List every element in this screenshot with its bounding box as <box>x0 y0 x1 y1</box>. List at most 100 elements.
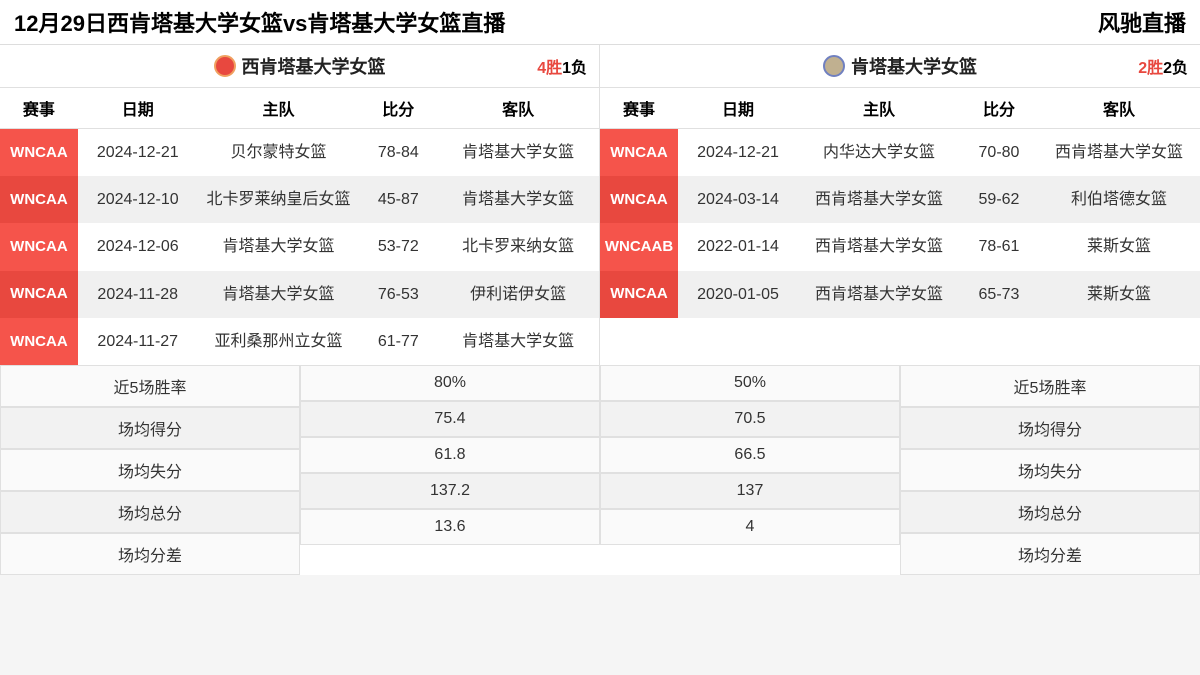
away-cell: 莱斯女篮 <box>1038 271 1200 318</box>
home-cell: 贝尔蒙特女篮 <box>198 129 360 177</box>
stats-cell: 场均总分 <box>0 491 300 533</box>
stats-cell: 场均分差 <box>0 533 300 575</box>
right-panel: 肯塔基大学女篮 2胜2负 赛事 日期 主队 比分 客队 WNCAA2024-12… <box>600 45 1200 365</box>
score-cell: 61-77 <box>359 318 437 365</box>
right-games-table: 赛事 日期 主队 比分 客队 WNCAA2024-12-21内华达大学女篮70-… <box>600 88 1200 318</box>
stats-cell: 137.2 <box>300 473 600 509</box>
away-cell: 利伯塔德女篮 <box>1038 176 1200 223</box>
date-cell: 2022-01-14 <box>678 223 798 270</box>
league-cell: WNCAA <box>0 176 78 223</box>
stats-cell: 70.5 <box>600 401 900 437</box>
home-cell: 内华达大学女篮 <box>798 129 960 177</box>
score-cell: 78-61 <box>960 223 1038 270</box>
score-cell: 59-62 <box>960 176 1038 223</box>
main-comparison: 西肯塔基大学女篮 4胜1负 赛事 日期 主队 比分 客队 WNCAA2024-1… <box>0 45 1200 365</box>
score-cell: 78-84 <box>359 129 437 177</box>
stats-cell: 13.6 <box>300 509 600 545</box>
col-league: 赛事 <box>600 88 678 129</box>
brand-label: 风驰直播 <box>1098 6 1186 38</box>
page-header: 12月29日西肯塔基大学女篮vs肯塔基大学女篮直播 风驰直播 <box>0 0 1200 45</box>
home-cell: 西肯塔基大学女篮 <box>798 176 960 223</box>
away-cell: 肯塔基大学女篮 <box>437 129 599 177</box>
stats-cell: 50% <box>600 365 900 401</box>
col-league: 赛事 <box>0 88 78 129</box>
home-cell: 西肯塔基大学女篮 <box>798 223 960 270</box>
date-cell: 2020-01-05 <box>678 271 798 318</box>
col-date: 日期 <box>78 88 198 129</box>
col-score: 比分 <box>960 88 1038 129</box>
score-cell: 70-80 <box>960 129 1038 177</box>
page-title: 12月29日西肯塔基大学女篮vs肯塔基大学女篮直播 <box>14 6 505 38</box>
col-away: 客队 <box>437 88 599 129</box>
date-cell: 2024-03-14 <box>678 176 798 223</box>
league-cell: WNCAA <box>0 223 78 270</box>
team-logo-icon <box>214 55 236 77</box>
league-cell: WNCAAB <box>600 223 678 270</box>
team-logo-icon <box>823 55 845 77</box>
stats-cell: 场均分差 <box>900 533 1200 575</box>
stats-section: 近5场胜率场均得分场均失分场均总分场均分差 80%75.461.8137.213… <box>0 365 1200 575</box>
league-cell: WNCAA <box>600 271 678 318</box>
stats-cell: 场均得分 <box>0 407 300 449</box>
home-cell: 肯塔基大学女篮 <box>198 271 360 318</box>
score-cell: 53-72 <box>359 223 437 270</box>
table-row: WNCAA2024-12-10北卡罗莱纳皇后女篮45-87肯塔基大学女篮 <box>0 176 599 223</box>
home-cell: 西肯塔基大学女篮 <box>798 271 960 318</box>
stats-cell: 61.8 <box>300 437 600 473</box>
date-cell: 2024-12-10 <box>78 176 198 223</box>
table-row: WNCAA2024-12-21贝尔蒙特女篮78-84肯塔基大学女篮 <box>0 129 599 177</box>
away-cell: 莱斯女篮 <box>1038 223 1200 270</box>
right-team-name: 肯塔基大学女篮 <box>851 53 977 79</box>
stats-cell: 近5场胜率 <box>900 365 1200 407</box>
date-cell: 2024-12-21 <box>678 129 798 177</box>
stats-cell: 4 <box>600 509 900 545</box>
away-cell: 北卡罗来纳女篮 <box>437 223 599 270</box>
league-cell: WNCAA <box>0 318 78 365</box>
right-stats: 50%70.566.51374 近5场胜率场均得分场均失分场均总分场均分差 <box>600 365 1200 575</box>
col-score: 比分 <box>359 88 437 129</box>
table-row: WNCAA2024-12-06肯塔基大学女篮53-72北卡罗来纳女篮 <box>0 223 599 270</box>
date-cell: 2024-12-21 <box>78 129 198 177</box>
stats-cell: 80% <box>300 365 600 401</box>
league-cell: WNCAA <box>0 271 78 318</box>
score-cell: 45-87 <box>359 176 437 223</box>
table-row: WNCAA2024-11-27亚利桑那州立女篮61-77肯塔基大学女篮 <box>0 318 599 365</box>
date-cell: 2024-12-06 <box>78 223 198 270</box>
away-cell: 肯塔基大学女篮 <box>437 318 599 365</box>
left-games-table: 赛事 日期 主队 比分 客队 WNCAA2024-12-21贝尔蒙特女篮78-8… <box>0 88 599 365</box>
left-panel: 西肯塔基大学女篮 4胜1负 赛事 日期 主队 比分 客队 WNCAA2024-1… <box>0 45 600 365</box>
date-cell: 2024-11-28 <box>78 271 198 318</box>
col-date: 日期 <box>678 88 798 129</box>
left-team-record: 4胜1负 <box>537 54 587 78</box>
home-cell: 肯塔基大学女篮 <box>198 223 360 270</box>
table-row: WNCAA2020-01-05西肯塔基大学女篮65-73莱斯女篮 <box>600 271 1200 318</box>
col-home: 主队 <box>798 88 960 129</box>
stats-cell: 66.5 <box>600 437 900 473</box>
left-stats: 近5场胜率场均得分场均失分场均总分场均分差 80%75.461.8137.213… <box>0 365 600 575</box>
date-cell: 2024-11-27 <box>78 318 198 365</box>
table-row: WNCAAB2022-01-14西肯塔基大学女篮78-61莱斯女篮 <box>600 223 1200 270</box>
table-row: WNCAA2024-11-28肯塔基大学女篮76-53伊利诺伊女篮 <box>0 271 599 318</box>
away-cell: 伊利诺伊女篮 <box>437 271 599 318</box>
col-home: 主队 <box>198 88 360 129</box>
league-cell: WNCAA <box>600 176 678 223</box>
stats-cell: 137 <box>600 473 900 509</box>
table-header-row: 赛事 日期 主队 比分 客队 <box>0 88 599 129</box>
score-cell: 76-53 <box>359 271 437 318</box>
col-away: 客队 <box>1038 88 1200 129</box>
home-cell: 亚利桑那州立女篮 <box>198 318 360 365</box>
league-cell: WNCAA <box>0 129 78 177</box>
stats-cell: 场均失分 <box>0 449 300 491</box>
stats-cell: 75.4 <box>300 401 600 437</box>
stats-cell: 场均总分 <box>900 491 1200 533</box>
right-team-record: 2胜2负 <box>1138 54 1188 78</box>
away-cell: 西肯塔基大学女篮 <box>1038 129 1200 177</box>
home-cell: 北卡罗莱纳皇后女篮 <box>198 176 360 223</box>
left-team-header: 西肯塔基大学女篮 4胜1负 <box>0 45 599 88</box>
table-row: WNCAA2024-03-14西肯塔基大学女篮59-62利伯塔德女篮 <box>600 176 1200 223</box>
table-row: WNCAA2024-12-21内华达大学女篮70-80西肯塔基大学女篮 <box>600 129 1200 177</box>
stats-cell: 场均得分 <box>900 407 1200 449</box>
stats-cell: 近5场胜率 <box>0 365 300 407</box>
away-cell: 肯塔基大学女篮 <box>437 176 599 223</box>
right-team-header: 肯塔基大学女篮 2胜2负 <box>600 45 1200 88</box>
